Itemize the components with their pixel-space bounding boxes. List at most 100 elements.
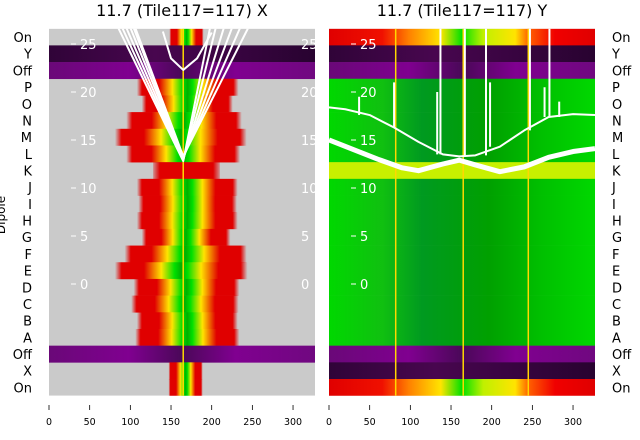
row-label-right: Off bbox=[612, 348, 632, 363]
row-label-right: On bbox=[612, 31, 630, 46]
row-label-left: Off bbox=[13, 348, 33, 363]
heatmap-row-i bbox=[329, 195, 595, 213]
inner-ytick-label: 5 bbox=[360, 230, 368, 245]
row-label-left: On bbox=[14, 31, 32, 46]
row-label-left: M bbox=[21, 131, 32, 146]
heatmap-row-m bbox=[114, 128, 247, 146]
xtick-label: 200 bbox=[203, 417, 221, 428]
row-label-left: Off bbox=[13, 64, 33, 79]
heatmap-row-off bbox=[329, 62, 595, 80]
row-label-right: M bbox=[612, 131, 623, 146]
row-label-right: On bbox=[612, 381, 630, 396]
row-label-right: P bbox=[612, 81, 620, 96]
row-label-right: B bbox=[612, 315, 621, 330]
right-panel-title: 11.7 (Tile117=117) Y bbox=[377, 1, 548, 20]
heatmap-row-off bbox=[49, 345, 315, 363]
row-label-right: E bbox=[612, 265, 620, 280]
heatmap-row-b bbox=[329, 312, 595, 330]
row-label-left: D bbox=[22, 281, 32, 296]
xtick-label: 0 bbox=[326, 417, 332, 428]
heatmap-row-g bbox=[329, 228, 595, 246]
heatmap-row-g bbox=[141, 228, 231, 246]
row-label-left: N bbox=[22, 114, 32, 129]
xtick-label: 200 bbox=[483, 417, 501, 428]
heatmap-row-k bbox=[329, 162, 595, 180]
row-label-left: C bbox=[23, 298, 32, 313]
row-label-left: P bbox=[24, 81, 32, 96]
inner-ytick-label: 15 bbox=[80, 134, 97, 149]
heatmap-row-i bbox=[138, 195, 237, 213]
row-label-left: L bbox=[25, 148, 33, 163]
trace-line bbox=[161, 31, 213, 71]
heatmap-row-c bbox=[329, 295, 595, 313]
xtick-label: 300 bbox=[284, 417, 302, 428]
row-label-left: I bbox=[28, 198, 32, 213]
row-label-left: K bbox=[23, 164, 32, 179]
heatmap-row-on bbox=[169, 28, 204, 46]
inner-ytick-label-right: 25 bbox=[301, 38, 318, 53]
row-label-left: A bbox=[23, 331, 32, 346]
row-label-right: X bbox=[612, 365, 621, 380]
inner-ytick-label-right: 20 bbox=[301, 86, 318, 101]
row-label-left: E bbox=[24, 265, 32, 280]
row-label-right: L bbox=[612, 148, 620, 163]
heatmap-row-d bbox=[133, 278, 240, 296]
row-label-right: A bbox=[612, 331, 621, 346]
xtick-label: 250 bbox=[523, 417, 541, 428]
heatmap-row-h bbox=[136, 212, 238, 230]
heatmap-row-h bbox=[329, 212, 595, 230]
row-label-right: F bbox=[612, 248, 619, 263]
row-label-left: On bbox=[14, 381, 32, 396]
xtick-label: 100 bbox=[401, 417, 419, 428]
xtick-label: 150 bbox=[162, 417, 180, 428]
heatmap-row-x bbox=[168, 362, 203, 380]
row-label-left: G bbox=[22, 231, 32, 246]
heatmap-row-k bbox=[153, 162, 220, 180]
heatmap-row-d bbox=[329, 278, 595, 296]
row-label-right: D bbox=[612, 281, 622, 296]
right-panel-y: 0 5 10 15 20 25 bbox=[329, 28, 595, 396]
inner-ytick-label: 10 bbox=[360, 182, 377, 197]
inner-ytick-label: 0 bbox=[360, 278, 368, 293]
xtick-label: 250 bbox=[243, 417, 261, 428]
row-label-left: O bbox=[22, 98, 32, 113]
heatmap-row-y bbox=[49, 45, 315, 63]
row-label-right: C bbox=[612, 298, 621, 313]
y-axis-label: Dipole bbox=[0, 196, 8, 234]
heatmap-row-on bbox=[168, 379, 203, 396]
row-label-left: H bbox=[22, 215, 32, 230]
inner-ytick-label: 0 bbox=[80, 278, 88, 293]
row-label-left: B bbox=[23, 315, 32, 330]
inner-ytick-label: 5 bbox=[80, 230, 88, 245]
xtick-label: 150 bbox=[442, 417, 460, 428]
heatmap-row-off bbox=[329, 345, 595, 363]
inner-ytick-label: 25 bbox=[360, 38, 377, 53]
heatmap-row-b bbox=[136, 312, 238, 330]
row-label-right: O bbox=[612, 98, 622, 113]
inner-ytick-label: 20 bbox=[360, 86, 377, 101]
inner-ytick-label: 25 bbox=[80, 38, 97, 53]
inner-ytick-label-right: 15 bbox=[301, 134, 318, 149]
inner-ytick-label: 15 bbox=[360, 134, 377, 149]
trace-line bbox=[134, 28, 249, 158]
row-label-right: N bbox=[612, 114, 622, 129]
xtick-label: 300 bbox=[564, 417, 582, 428]
heatmap-row-e bbox=[329, 262, 595, 280]
heatmap-row-n bbox=[126, 112, 242, 130]
inner-ytick-label-right: 10 bbox=[301, 182, 318, 197]
row-label-right: Y bbox=[611, 48, 620, 63]
inner-ytick-label-right: 5 bbox=[301, 230, 309, 245]
row-label-right: Off bbox=[612, 64, 632, 79]
xtick-label: 0 bbox=[46, 417, 52, 428]
heatmap-row-f bbox=[124, 245, 247, 263]
row-label-right: J bbox=[611, 181, 616, 196]
row-label-right: K bbox=[612, 164, 621, 179]
row-label-left: Y bbox=[23, 48, 32, 63]
inner-ytick-label-right: 0 bbox=[301, 278, 309, 293]
heatmap-row-on bbox=[329, 379, 595, 396]
xtick-label: 50 bbox=[364, 417, 376, 428]
heatmap-row-j bbox=[136, 178, 238, 196]
left-panel-x: 0 0 5 5 10 10 15 15 20 20 25 25 bbox=[49, 28, 318, 396]
